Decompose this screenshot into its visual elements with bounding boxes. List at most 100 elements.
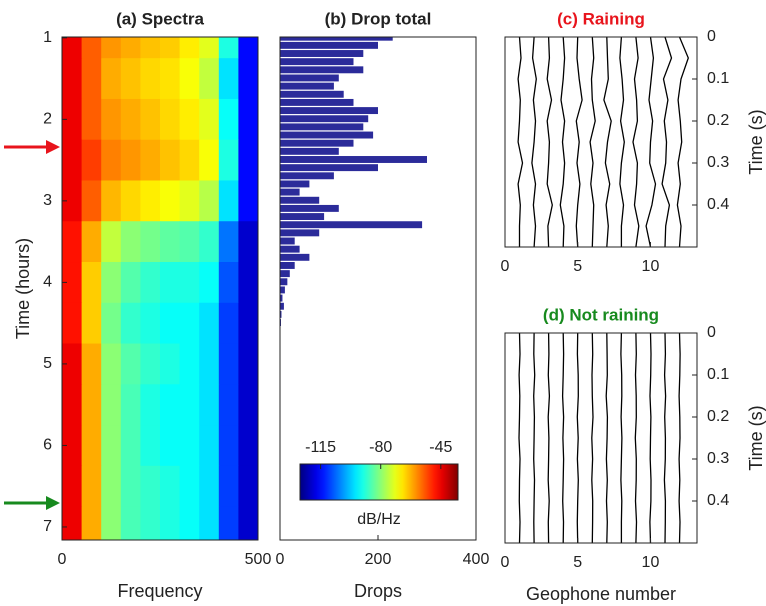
heat-cell [62, 384, 83, 426]
heat-cell [62, 343, 83, 385]
y-axis-label: Time (hours) [13, 238, 33, 339]
bar [280, 237, 295, 245]
y-tick-label: 3 [43, 192, 52, 209]
bar [280, 147, 339, 155]
heat-cell [179, 384, 200, 426]
x-tick-label: 5 [573, 258, 582, 275]
heat-cell [238, 139, 258, 181]
heat-cell [160, 262, 181, 304]
x-axis-label: Geophone number [526, 584, 676, 604]
plot-area [517, 37, 689, 247]
heat-cell [218, 384, 239, 426]
heat-cell [179, 506, 200, 540]
bar [280, 172, 334, 180]
heat-cell [120, 262, 141, 304]
plot-area [518, 333, 681, 543]
bar [280, 37, 393, 41]
bar [280, 164, 378, 172]
heat-cell [101, 221, 122, 263]
heat-cell [62, 139, 83, 181]
heat-cell [140, 302, 161, 345]
heat-cell [140, 58, 161, 100]
x-tick-label: 0 [276, 551, 285, 568]
heat-cell [238, 180, 258, 222]
heat-cell [120, 384, 141, 426]
heat-cell [62, 180, 83, 222]
trace [661, 37, 673, 247]
heat-cell [199, 425, 220, 467]
frame [61, 36, 259, 541]
heat-cell [238, 465, 258, 508]
heat-cell [140, 37, 161, 59]
heat-cell [101, 180, 122, 222]
trace [576, 333, 579, 543]
heat-cell [81, 98, 102, 141]
heat-cell [199, 384, 220, 426]
heat-cell [160, 180, 181, 222]
trace [678, 333, 681, 543]
trace [561, 333, 565, 543]
plot-area [280, 37, 427, 327]
heat-cell [238, 58, 258, 100]
heat-cell [179, 343, 200, 385]
heat-cell [62, 58, 83, 100]
heat-cell [140, 343, 161, 385]
panel-title: (d) Not raining [543, 305, 659, 324]
x-tick-label: 5 [573, 554, 582, 571]
heat-cell [160, 302, 181, 345]
y-tick-label: 0.2 [707, 112, 729, 129]
bar [280, 270, 290, 278]
colorbar-label: dB/Hz [357, 511, 401, 528]
bar [280, 180, 310, 188]
bar [280, 286, 285, 294]
heat-cell [199, 506, 220, 540]
trace [589, 37, 596, 247]
bar [280, 131, 374, 139]
heat-cell [81, 221, 102, 263]
heat-cell [218, 139, 239, 181]
y-axis-label: Time (s) [746, 405, 766, 470]
heat-cell [199, 180, 220, 222]
heat-cell [120, 343, 141, 385]
bar [280, 41, 378, 49]
heat-cell [101, 506, 122, 540]
y-tick-label: 5 [43, 355, 52, 372]
frame [504, 36, 698, 248]
bar [280, 98, 354, 106]
heat-cell [179, 139, 200, 181]
bar [280, 221, 423, 229]
heat-cell [238, 221, 258, 263]
heat-cell [218, 262, 239, 304]
x-tick-label: 0 [58, 551, 67, 568]
heat-cell [62, 465, 83, 508]
heat-cell [81, 465, 102, 508]
bar [280, 50, 364, 57]
y-tick-label: 0.1 [707, 70, 729, 87]
heat-cell [140, 180, 161, 222]
heat-cell [101, 384, 122, 426]
heat-cell [160, 384, 181, 426]
y-tick-label: 1 [43, 29, 52, 46]
heat-cell [160, 37, 181, 59]
heat-cell [160, 343, 181, 385]
bar [280, 82, 334, 90]
heat-cell [218, 58, 239, 100]
heat-cell [120, 139, 141, 181]
heat-cell [120, 37, 141, 59]
heat-cell [81, 506, 102, 540]
bar [280, 278, 288, 286]
heat-cell [101, 343, 122, 385]
frame [504, 332, 698, 544]
y-tick-label: 0.1 [707, 366, 729, 383]
heat-cell [81, 37, 102, 59]
bar [280, 196, 320, 204]
panel-title: (b) Drop total [325, 9, 432, 28]
bar [280, 107, 378, 115]
panel-title: (a) Spectra [116, 9, 204, 28]
heat-cell [101, 262, 122, 304]
heat-cell [218, 425, 239, 467]
colorbar-tick-label: -45 [429, 439, 452, 456]
panel-title: (c) Raining [557, 9, 645, 28]
heat-cell [140, 262, 161, 304]
